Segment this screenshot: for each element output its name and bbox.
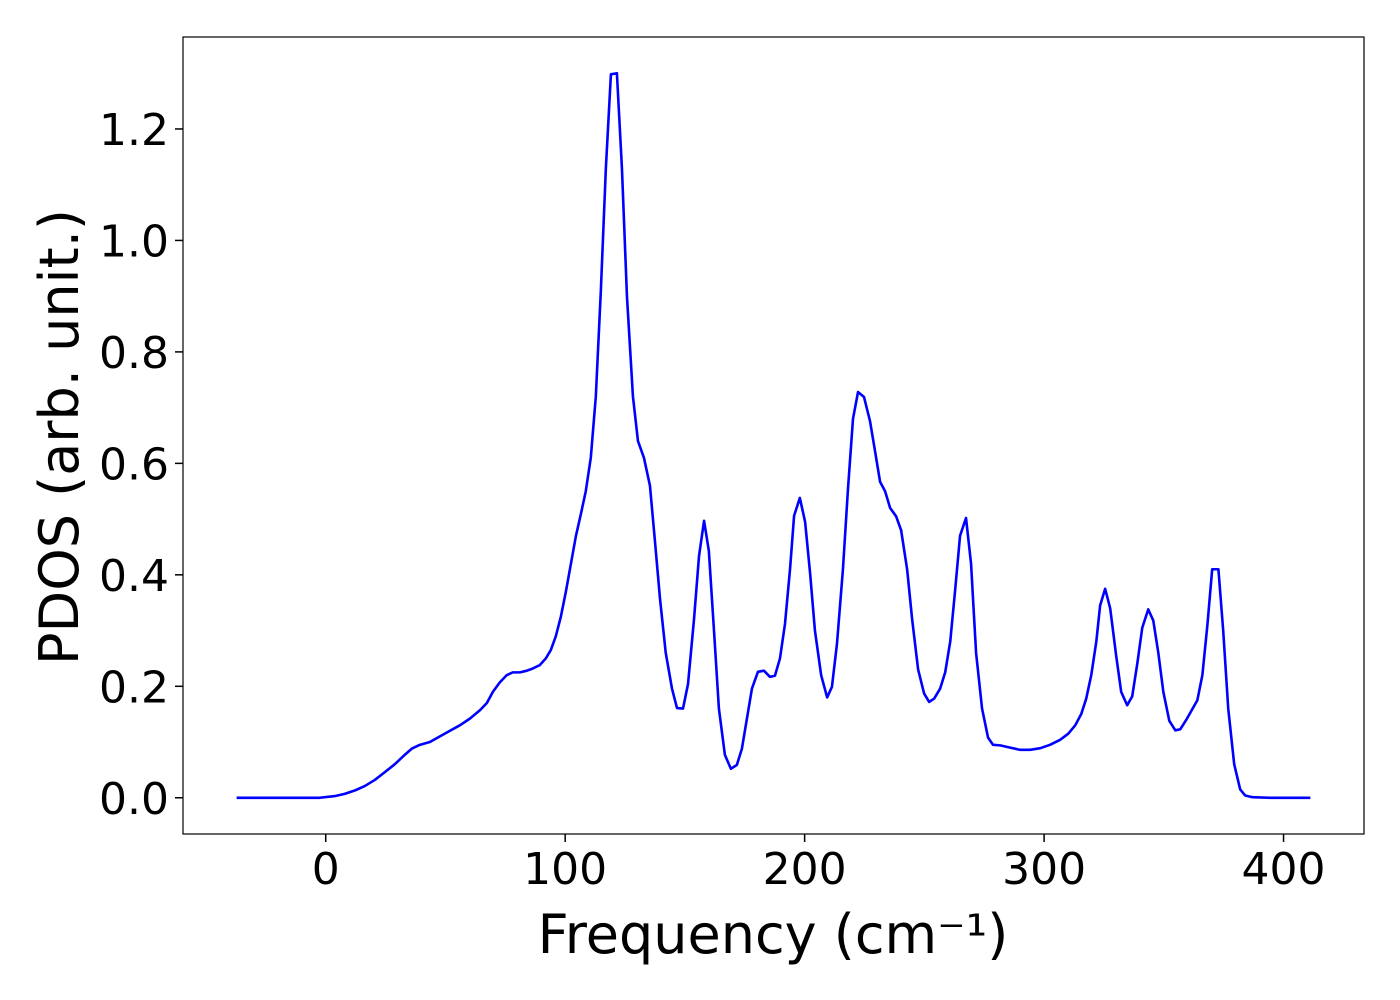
y-axis-label: PDOS (arb. unit.): [28, 209, 91, 665]
x-tick-label: 300: [1002, 844, 1086, 895]
y-tick-label: 0.2: [99, 662, 169, 713]
line-series: [236, 71, 1311, 800]
y-tick-label: 0.8: [99, 328, 169, 379]
y-tick-label: 0.0: [99, 774, 169, 825]
x-tick-label: 400: [1242, 844, 1326, 895]
plot-frame: [182, 36, 1365, 835]
x-tick-label: 0: [312, 844, 340, 895]
y-tick-label: 0.6: [99, 439, 169, 490]
y-tick-label: 1.2: [99, 105, 169, 156]
x-tick-label: 200: [763, 844, 847, 895]
y-tick-label: 1.0: [99, 216, 169, 267]
x-axis-label: Frequency (cm⁻¹): [538, 903, 1009, 966]
x-tick-label: 100: [523, 844, 607, 895]
y-tick-label: 0.4: [99, 551, 169, 602]
